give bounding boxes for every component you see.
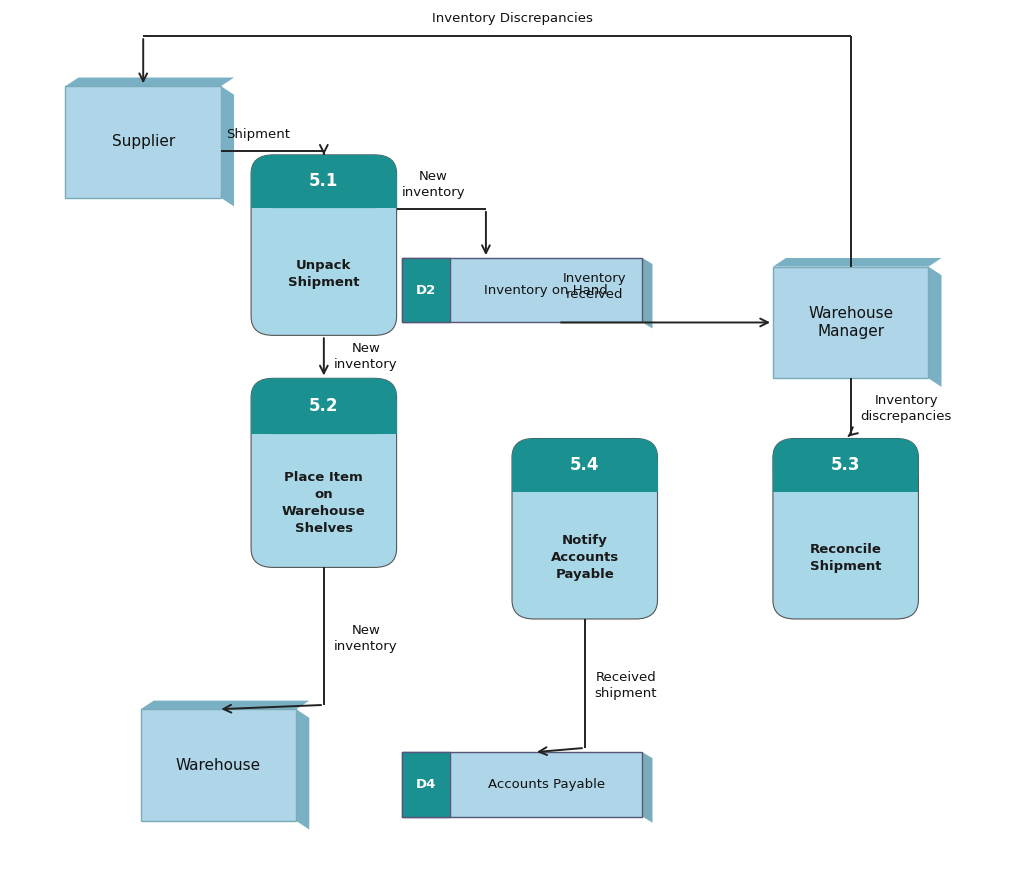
FancyBboxPatch shape: [401, 752, 450, 816]
Text: Reconcile
Shipment: Reconcile Shipment: [810, 543, 882, 573]
FancyBboxPatch shape: [773, 438, 919, 492]
Text: Place Item
on
Warehouse
Shelves: Place Item on Warehouse Shelves: [282, 472, 366, 536]
Text: Supplier: Supplier: [112, 134, 175, 149]
Text: Unpack
Shipment: Unpack Shipment: [288, 260, 359, 289]
Polygon shape: [642, 258, 652, 329]
Text: Notify
Accounts
Payable: Notify Accounts Payable: [551, 534, 618, 581]
FancyBboxPatch shape: [773, 267, 929, 378]
FancyBboxPatch shape: [773, 438, 919, 619]
FancyBboxPatch shape: [251, 378, 396, 567]
FancyBboxPatch shape: [512, 462, 657, 492]
Text: Warehouse: Warehouse: [176, 758, 261, 773]
Text: Inventory on Hand: Inventory on Hand: [484, 284, 608, 296]
FancyBboxPatch shape: [401, 258, 642, 323]
FancyBboxPatch shape: [251, 155, 396, 208]
Text: Received
shipment: Received shipment: [595, 671, 657, 700]
Polygon shape: [140, 701, 309, 709]
Polygon shape: [642, 752, 652, 823]
Text: Warehouse
Manager: Warehouse Manager: [808, 306, 893, 339]
Text: D2: D2: [416, 284, 436, 296]
Text: Inventory
discrepancies: Inventory discrepancies: [861, 394, 952, 423]
FancyBboxPatch shape: [401, 258, 450, 323]
FancyBboxPatch shape: [512, 438, 657, 619]
Text: New
inventory: New inventory: [401, 170, 465, 199]
FancyBboxPatch shape: [66, 86, 221, 198]
FancyBboxPatch shape: [773, 462, 919, 492]
Text: 5.1: 5.1: [309, 173, 339, 190]
Polygon shape: [221, 86, 234, 206]
FancyBboxPatch shape: [251, 403, 396, 434]
Text: Shipment: Shipment: [226, 128, 290, 140]
Polygon shape: [66, 77, 234, 86]
Polygon shape: [929, 267, 941, 387]
Text: 5.2: 5.2: [309, 397, 339, 415]
FancyBboxPatch shape: [251, 155, 396, 335]
FancyBboxPatch shape: [251, 378, 396, 434]
Text: 5.3: 5.3: [830, 456, 860, 474]
Text: New
inventory: New inventory: [334, 342, 397, 371]
Text: Inventory
received: Inventory received: [563, 272, 627, 301]
Text: Accounts Payable: Accounts Payable: [487, 778, 605, 791]
FancyBboxPatch shape: [140, 709, 296, 821]
FancyBboxPatch shape: [512, 438, 657, 492]
Text: Inventory Discrepancies: Inventory Discrepancies: [431, 12, 593, 25]
Text: New
inventory: New inventory: [334, 624, 397, 652]
FancyBboxPatch shape: [251, 179, 396, 208]
Text: 5.4: 5.4: [570, 456, 599, 474]
FancyBboxPatch shape: [401, 752, 642, 816]
Text: D4: D4: [416, 778, 436, 791]
Polygon shape: [773, 258, 941, 267]
Polygon shape: [296, 709, 309, 830]
